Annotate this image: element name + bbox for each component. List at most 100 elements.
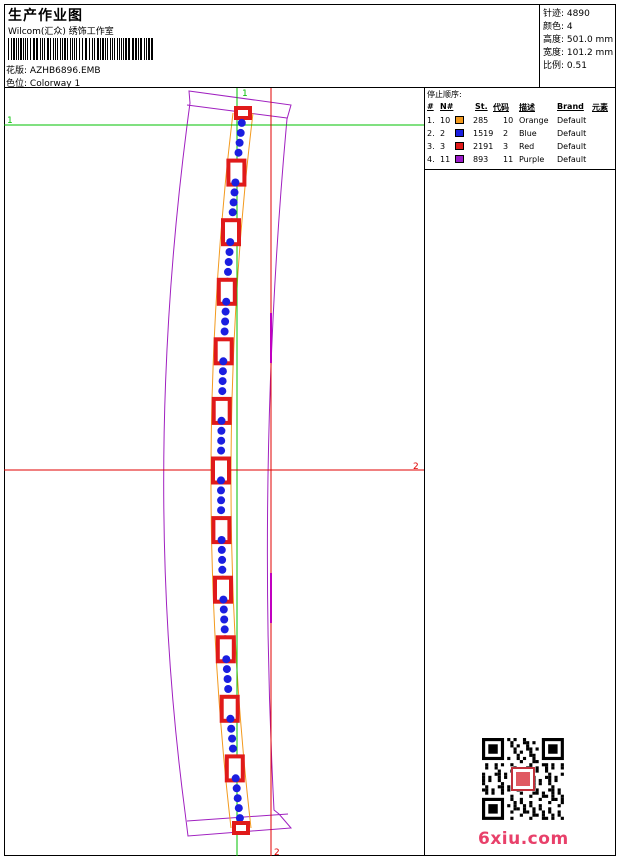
design-label: 花版: bbox=[6, 66, 28, 76]
stat-scale: 比例: 0.51 bbox=[543, 61, 587, 71]
blue-bead-dot bbox=[220, 615, 229, 624]
col-stitches: St. bbox=[475, 102, 488, 111]
blue-bead-dot bbox=[217, 536, 226, 544]
blue-bead-dot bbox=[217, 416, 226, 425]
blue-bead-dot bbox=[217, 506, 226, 515]
stat-width: 宽度: 101.2 mm bbox=[543, 48, 614, 58]
row-needle: 2 bbox=[440, 129, 446, 138]
blue-bead-dot bbox=[220, 327, 229, 336]
guide-label-h2: 2 bbox=[413, 462, 419, 472]
table-header-row: # N# St. 代码 描述 Brand 元素 bbox=[425, 101, 616, 113]
blue-bead-dot bbox=[217, 496, 226, 505]
blue-bead-dot bbox=[219, 605, 228, 614]
col-needle: N# bbox=[440, 102, 454, 111]
colorway-row: 色位: Colorway 1 bbox=[6, 76, 80, 89]
colorway-value: Colorway 1 bbox=[29, 79, 81, 89]
stats-panel: 针迹: 4890 颜色: 4 高度: 501.0 mm 宽度: 101.2 mm… bbox=[540, 4, 616, 88]
blue-bead-dot bbox=[229, 198, 238, 207]
watermark: 6xiu.com bbox=[478, 829, 569, 849]
table-row: 4. 11 893 11 Purple Default bbox=[425, 154, 616, 166]
table-row: 3. 3 2191 3 Red Default bbox=[425, 141, 616, 153]
blue-bead-dot bbox=[234, 148, 243, 157]
table-row: 2. 2 1519 2 Blue Default bbox=[425, 128, 616, 140]
barcode-graphic bbox=[8, 38, 153, 60]
blue-bead-dot bbox=[226, 714, 235, 723]
blue-bead-dot bbox=[224, 258, 233, 266]
embroidery-preview: 1 1 2 2 bbox=[4, 88, 425, 856]
blue-bead-dot bbox=[224, 685, 233, 693]
row-stitches: 285 bbox=[473, 116, 489, 125]
table-row: 1. 10 285 10 Orange Default bbox=[425, 115, 616, 127]
blue-bead-dot bbox=[234, 804, 243, 813]
blue-bead-dot bbox=[233, 794, 242, 803]
col-description: 描述 bbox=[519, 103, 535, 112]
row-needle: 3 bbox=[440, 142, 446, 151]
blue-bead-dot bbox=[217, 476, 225, 485]
row-code: 3 bbox=[503, 142, 509, 151]
blue-bead-dot bbox=[228, 208, 237, 217]
blue-bead-dot bbox=[225, 248, 234, 256]
row-description: Blue bbox=[519, 129, 537, 138]
guide-label-h1: 1 bbox=[7, 116, 13, 126]
qr-code bbox=[482, 738, 564, 820]
blue-bead-dot bbox=[218, 367, 227, 376]
col-brand: Brand bbox=[557, 102, 584, 111]
design-file: AZHB6896.EMB bbox=[29, 66, 101, 76]
blue-bead-dot bbox=[219, 595, 228, 604]
row-code: 10 bbox=[503, 116, 514, 125]
color-swatch bbox=[455, 142, 464, 150]
color-swatch bbox=[455, 116, 464, 124]
blue-bead-dot bbox=[222, 655, 231, 664]
blue-bead-dot bbox=[222, 665, 231, 674]
stat-height: 高度: 501.0 mm bbox=[543, 35, 614, 45]
blue-bead-dot bbox=[218, 377, 227, 386]
row-description: Red bbox=[519, 142, 535, 151]
row-brand: Default bbox=[557, 155, 587, 164]
row-brand: Default bbox=[557, 129, 587, 138]
row-needle: 10 bbox=[440, 116, 451, 125]
stop-sequence-table: 停止顺序: # N# St. 代码 描述 Brand 元素 1. 10 285 10 O… bbox=[425, 88, 616, 170]
blue-bead-dot bbox=[217, 545, 226, 554]
row-code: 11 bbox=[503, 155, 514, 164]
col-element: 元素 bbox=[592, 103, 608, 112]
blue-bead-dot bbox=[223, 675, 232, 683]
blue-bead-dot bbox=[228, 744, 237, 753]
blue-bead-dot bbox=[217, 486, 225, 495]
page-title: 生产作业图 bbox=[8, 8, 83, 24]
blue-bead-dot bbox=[221, 307, 230, 316]
blue-bead-dot bbox=[232, 784, 241, 793]
blue-bead-dot bbox=[231, 774, 240, 783]
col-code: 代码 bbox=[493, 103, 509, 112]
guide-label-v2: 2 bbox=[274, 848, 280, 856]
design-canvas: 1 1 2 2 bbox=[4, 88, 424, 856]
blue-bead-dot bbox=[237, 118, 246, 127]
blue-bead-dot bbox=[218, 565, 227, 574]
color-swatch bbox=[455, 155, 464, 163]
blue-bead-dot bbox=[217, 446, 226, 455]
blue-bead-dot bbox=[219, 357, 228, 366]
blue-bead-dot bbox=[226, 238, 235, 247]
blue-bead-dot bbox=[235, 138, 244, 147]
row-needle: 11 bbox=[440, 155, 451, 164]
stat-stitches: 针迹: 4890 bbox=[543, 9, 590, 19]
colorway-label: 色位: bbox=[6, 79, 28, 89]
blue-bead-dot bbox=[230, 188, 239, 197]
row-description: Orange bbox=[519, 116, 549, 125]
stop-sequence-heading: 停止顺序: bbox=[427, 90, 462, 99]
blue-bead-dot bbox=[218, 555, 227, 564]
blue-bead-dot bbox=[236, 128, 245, 137]
stat-colors: 颜色: 4 bbox=[543, 22, 573, 32]
row-brand: Default bbox=[557, 116, 587, 125]
row-index: 3. bbox=[427, 142, 435, 151]
row-index: 1. bbox=[427, 116, 435, 125]
blue-bead-dot bbox=[235, 814, 244, 823]
row-stitches: 2191 bbox=[473, 142, 494, 151]
hoop-outline bbox=[163, 90, 293, 837]
row-brand: Default bbox=[557, 142, 587, 151]
guide-label-v1: 1 bbox=[242, 89, 248, 99]
red-satin-block bbox=[234, 106, 252, 120]
blue-bead-dot bbox=[224, 267, 232, 276]
row-index: 4. bbox=[427, 155, 435, 164]
row-description: Purple bbox=[519, 155, 545, 164]
header-panel: 生产作业图 Wilcom(汇众) 绣饰工作室 花版: AZHB6896.EMB … bbox=[4, 4, 540, 89]
